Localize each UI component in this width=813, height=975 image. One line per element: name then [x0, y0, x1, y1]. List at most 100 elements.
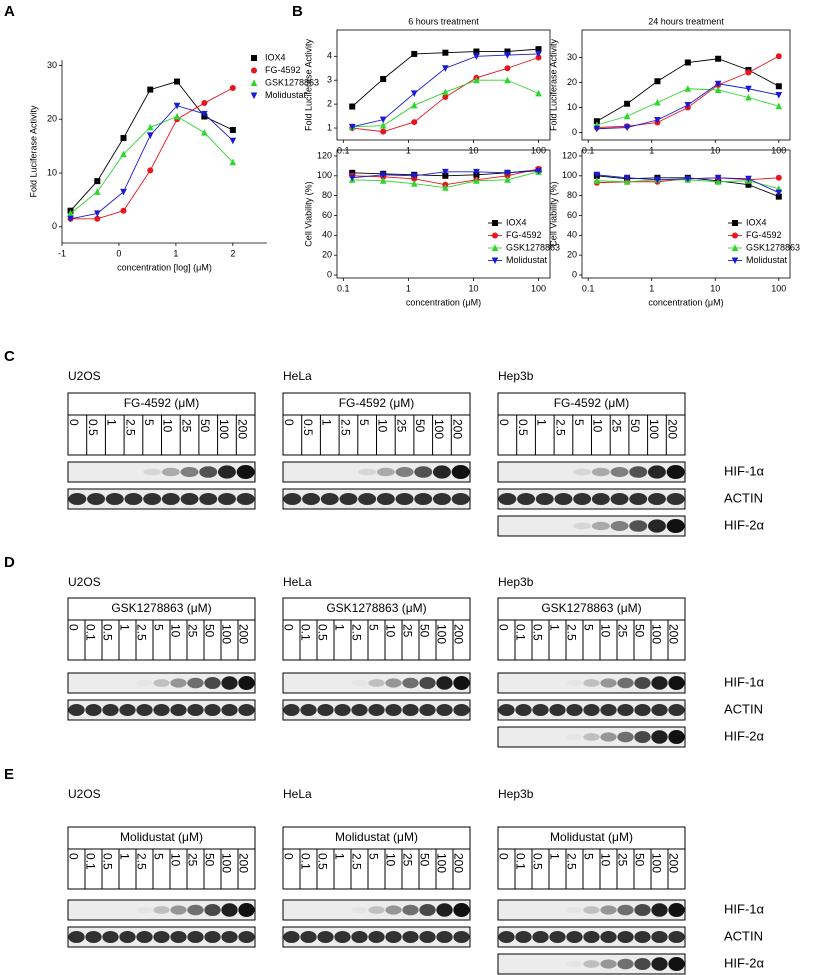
band [498, 493, 517, 505]
concentration: 0.5 [530, 624, 544, 641]
band [187, 677, 204, 689]
header-box [497, 597, 686, 661]
concentration: 200 [235, 419, 249, 439]
band [385, 704, 402, 716]
data-point [775, 53, 782, 60]
band [368, 704, 385, 716]
band [153, 906, 170, 914]
concentration: 10 [383, 624, 397, 638]
band [320, 493, 339, 505]
band [204, 931, 221, 943]
concentration: 10 [168, 853, 182, 867]
band [221, 704, 238, 716]
band [634, 931, 651, 943]
band [204, 676, 221, 690]
band [143, 493, 162, 505]
concentration: 0.1 [298, 853, 312, 870]
drug-label: Molidustat (μM) [120, 830, 203, 844]
concentration: 2.5 [123, 419, 137, 436]
concentration: 50 [198, 419, 212, 433]
data-point [473, 76, 480, 84]
band [583, 733, 600, 741]
data-point [147, 167, 154, 174]
data-point [745, 175, 752, 183]
data-point [442, 49, 449, 56]
y-tick-label: 30 [47, 60, 57, 70]
band-label: HIF-1α [724, 901, 765, 916]
data-point [410, 172, 418, 180]
concentration: 25 [179, 419, 193, 433]
band [302, 493, 321, 505]
x-tick-label: 1 [406, 283, 411, 293]
band [583, 906, 600, 914]
concentration: 25 [394, 419, 408, 433]
legend-label: GSK1278863 [265, 77, 319, 87]
concentration: 10 [598, 853, 612, 867]
legend-marker [731, 244, 739, 251]
band [549, 931, 566, 943]
band [385, 678, 402, 688]
concentration: 0 [282, 419, 296, 426]
y-tick-label: 100 [562, 170, 577, 180]
concentration: 1 [332, 853, 346, 860]
band [583, 679, 600, 687]
band [221, 903, 238, 917]
plot-frame [336, 149, 551, 279]
concentration: 2.5 [338, 419, 352, 436]
band [566, 961, 582, 967]
drug-label: Molidustat (μM) [335, 830, 418, 844]
data-point [201, 110, 208, 118]
data-point [775, 102, 783, 110]
y-axis-label: Cell Viability (%) [303, 181, 313, 246]
data-point [120, 188, 127, 196]
band [385, 905, 402, 915]
band [170, 931, 187, 943]
band [419, 931, 436, 943]
band [153, 704, 170, 716]
data-point [201, 100, 208, 107]
band [402, 677, 419, 689]
band [600, 905, 617, 915]
drug-label: GSK1278863 (μM) [541, 601, 641, 615]
band [583, 931, 600, 943]
band [283, 493, 302, 505]
band [668, 903, 685, 917]
band [187, 704, 204, 716]
concentration: 100 [649, 624, 663, 644]
data-point [379, 171, 387, 179]
band [668, 676, 685, 690]
data-point [349, 103, 356, 110]
band [402, 904, 419, 916]
y-tick-label: 120 [317, 150, 332, 160]
x-tick-label: 2 [230, 248, 235, 258]
data-point [775, 83, 782, 90]
data-point [504, 76, 511, 84]
band [600, 678, 617, 688]
data-point [120, 207, 127, 214]
y-tick-label: 30 [567, 52, 577, 62]
band [634, 676, 651, 690]
data-point [714, 174, 722, 182]
band [351, 704, 368, 716]
band [634, 730, 651, 744]
band [217, 493, 236, 505]
cell-line-name: U2OS [68, 787, 101, 801]
x-tick-label: -1 [58, 248, 66, 258]
band [170, 704, 187, 716]
band [102, 931, 119, 943]
data-point [348, 123, 356, 131]
y-tick-label: 80 [567, 190, 577, 200]
data-point [120, 150, 127, 158]
band [300, 931, 317, 943]
concentration: 2.5 [134, 853, 148, 870]
data-point [473, 177, 480, 184]
band [629, 493, 648, 505]
band [432, 465, 451, 479]
band [136, 680, 152, 686]
concentration: 0 [281, 624, 295, 631]
drug-label: FG-4592 (μM) [124, 396, 200, 410]
concentration: 2.5 [349, 624, 363, 641]
band [610, 521, 629, 531]
band [573, 468, 592, 476]
band [453, 931, 470, 943]
